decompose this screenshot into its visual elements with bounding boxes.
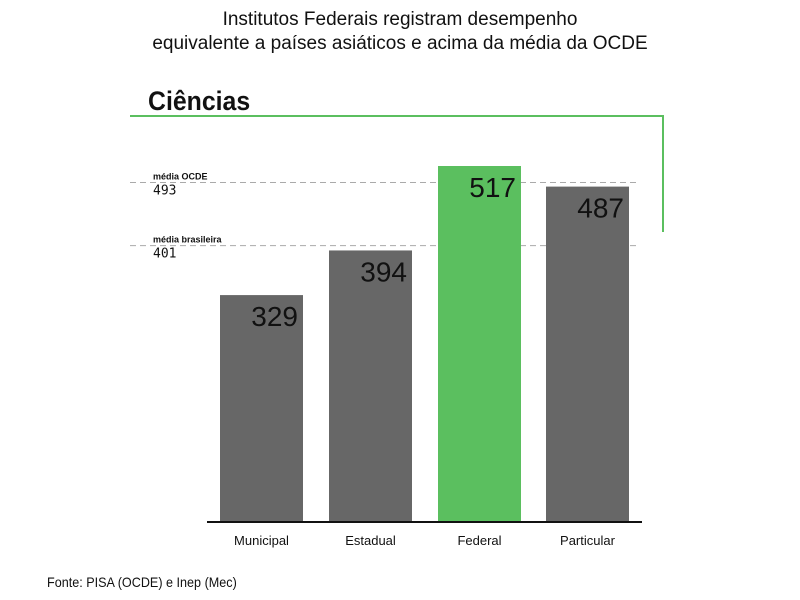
bar-municipal	[220, 295, 303, 521]
title-line-1: Institutos Federais registram desempenho	[222, 9, 578, 30]
data-label: 487	[577, 193, 624, 224]
category-label: Municipal	[234, 533, 289, 548]
title-line-2: equivalente a países asiáticos e acima d…	[152, 33, 648, 54]
chart-title: Institutos Federais registram desempenho…	[0, 8, 800, 56]
accent-line	[130, 115, 664, 232]
category-label: Estadual	[345, 533, 396, 548]
bar-particular	[546, 186, 629, 521]
category-label: Federal	[457, 533, 501, 548]
bar-federal	[438, 166, 521, 521]
category-label: Particular	[560, 533, 616, 548]
reference-label: média OCDE	[153, 171, 208, 181]
section-title: Ciências	[148, 86, 251, 116]
reference-value: 401	[153, 247, 176, 262]
reference-value: 493	[153, 183, 176, 198]
reference-label: média brasileira	[153, 235, 223, 245]
data-label: 329	[251, 301, 298, 332]
data-label: 394	[360, 256, 407, 287]
data-label: 517	[469, 172, 516, 203]
bar-estadual	[329, 250, 412, 521]
source-note: Fonte: PISA (OCDE) e Inep (Mec)	[47, 574, 237, 590]
